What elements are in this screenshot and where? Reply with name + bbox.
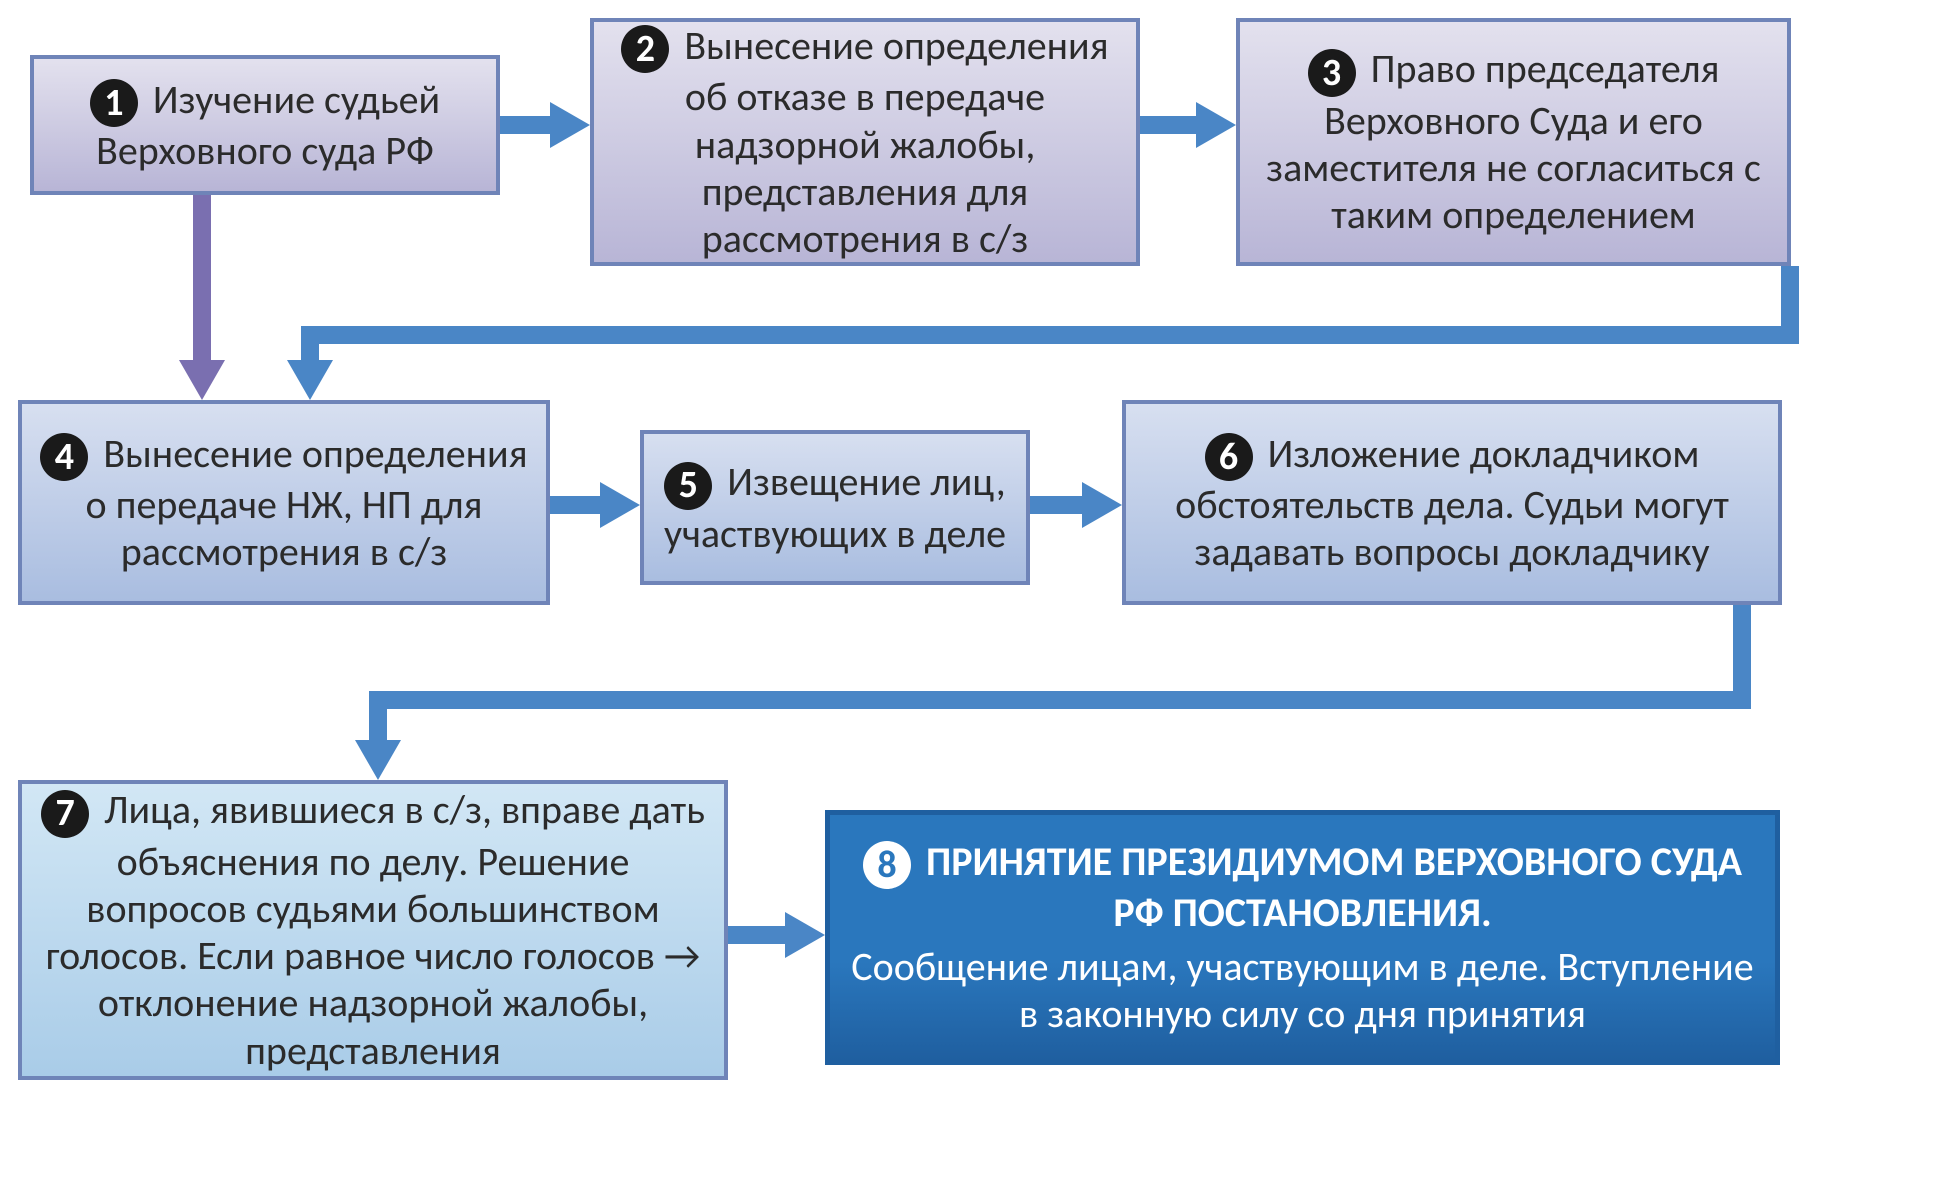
- node-text: Вынесение определения о передаче НЖ, НП …: [86, 429, 528, 577]
- arrow-head-icon: [1196, 102, 1236, 148]
- node-content: 3 Право председателя Верховного Суда и е…: [1258, 45, 1769, 238]
- edge: [378, 605, 1742, 742]
- node-text: Изучение судьей Верховного суда РФ: [96, 75, 440, 175]
- flow-node-n3: 3 Право председателя Верховного Суда и е…: [1236, 18, 1791, 266]
- edge: [310, 266, 1790, 362]
- node-title-text: ПРИНЯТИЕ ПРЕЗИДИУМОМ ВЕРХОВНОГО СУДА РФ …: [917, 837, 1742, 937]
- flowchart-stage: { "type": "flowchart", "canvas": { "widt…: [0, 0, 1953, 1203]
- flow-node-n6: 6 Изложение докладчиком обстоятельств де…: [1122, 400, 1782, 605]
- node-content: 2 Вынесение определения об отказе в пере…: [612, 22, 1118, 262]
- flow-node-n8: 8 ПРИНЯТИЕ ПРЕЗИДИУМОМ ВЕРХОВНОГО СУДА Р…: [825, 810, 1780, 1065]
- node-content: 5 Извещение лиц, участвующих в деле: [662, 458, 1008, 557]
- step-badge: 1: [90, 79, 138, 127]
- node-content: 7 Лица, явившиеся в с/з, вправе дать объ…: [40, 786, 706, 1073]
- flow-node-n2: 2 Вынесение определения об отказе в пере…: [590, 18, 1140, 266]
- arrow-head-icon: [287, 360, 333, 400]
- node-content: 1 Изучение судьей Верховного суда РФ: [52, 76, 478, 175]
- flow-node-n4: 4 Вынесение определения о передаче НЖ, Н…: [18, 400, 550, 605]
- flow-node-n5: 5 Извещение лиц, участвующих в деле: [640, 430, 1030, 585]
- node-content: 8 ПРИНЯТИЕ ПРЕЗИДИУМОМ ВЕРХОВНОГО СУДА Р…: [848, 838, 1757, 1037]
- arrow-head-icon: [785, 912, 825, 958]
- arrow-head-icon: [1082, 482, 1122, 528]
- flow-node-n1: 1 Изучение судьей Верховного суда РФ: [30, 55, 500, 195]
- node-text: Изложение докладчиком обстоятельств дела…: [1175, 429, 1729, 577]
- node-content: 4 Вынесение определения о передаче НЖ, Н…: [40, 430, 528, 576]
- arrow-head-icon: [355, 740, 401, 780]
- step-badge: 8: [863, 841, 911, 889]
- step-badge: 3: [1308, 49, 1356, 97]
- step-badge: 5: [664, 462, 712, 510]
- flow-node-n7: 7 Лица, явившиеся в с/з, вправе дать объ…: [18, 780, 728, 1080]
- step-badge: 4: [40, 433, 88, 481]
- node-text: Сообщение лицам, участвующим в деле. Вст…: [848, 943, 1757, 1037]
- node-content: 6 Изложение докладчиком обстоятельств де…: [1144, 430, 1760, 576]
- arrow-head-icon: [179, 360, 225, 400]
- arrow-head-icon: [600, 482, 640, 528]
- step-badge: 6: [1205, 433, 1253, 481]
- node-title: 8 ПРИНЯТИЕ ПРЕЗИДИУМОМ ВЕРХОВНОГО СУДА Р…: [848, 838, 1757, 936]
- node-text: Извещение лиц, участвующих в деле: [664, 457, 1006, 557]
- arrow-head-icon: [550, 102, 590, 148]
- node-text: Вынесение определения об отказе в переда…: [675, 21, 1108, 263]
- step-badge: 2: [621, 25, 669, 73]
- node-text: Лица, явившиеся в с/з, вправе дать объяс…: [46, 785, 705, 1074]
- step-badge: 7: [41, 790, 89, 838]
